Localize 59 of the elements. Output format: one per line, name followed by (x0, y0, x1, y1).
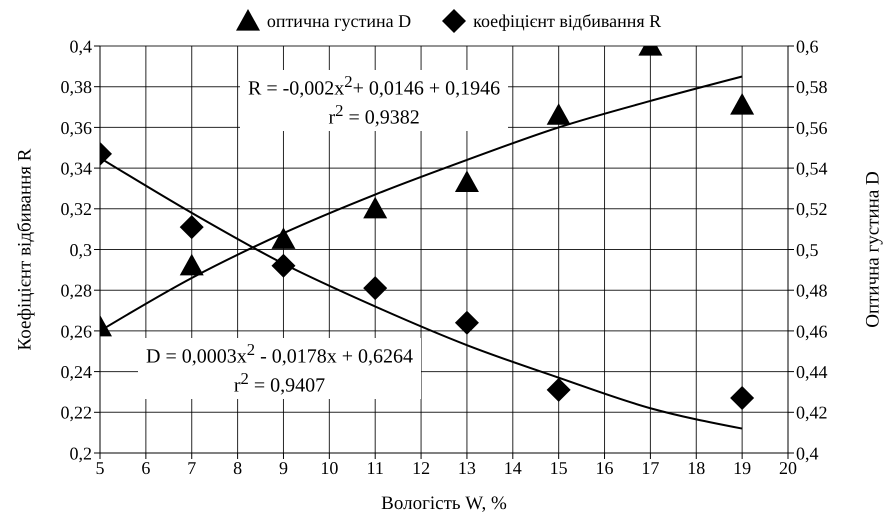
x-tick-label: 11 (366, 458, 384, 478)
x-tick-label: 8 (233, 458, 242, 478)
point (546, 103, 571, 125)
x-tick-label: 17 (641, 458, 660, 478)
y2-tick-label: 0,52 (796, 199, 828, 220)
point (454, 170, 479, 192)
x-axis-title: Вологість W, % (381, 493, 507, 514)
legend-label: коефіцієнт відбивання R (473, 10, 662, 32)
x-tick-label: 15 (550, 458, 568, 478)
x-tick-label: 19 (733, 458, 752, 478)
y-tick-label: 0,34 (60, 158, 92, 178)
y2-tick-label: 0,54 (796, 158, 828, 178)
point (271, 254, 296, 278)
y-tick-label: 0,26 (60, 321, 92, 342)
y-tick-label: 0,2 (70, 443, 92, 464)
x-tick-label: 6 (141, 458, 150, 478)
y-tick-label: 0,22 (60, 402, 92, 423)
x-tick-label: 7 (187, 458, 196, 478)
y-tick-label: 0,24 (60, 362, 92, 382)
y2-tick-label: 0,48 (796, 280, 828, 301)
legend-label: оптична густина D (266, 10, 412, 32)
x-tick-label: 5 (96, 458, 104, 478)
y-tick-label: 0,36 (60, 118, 92, 138)
y2-tick-label: 0,46 (796, 321, 828, 342)
point (454, 310, 479, 335)
x-tick-label: 16 (596, 458, 614, 478)
x-tick-label: 13 (458, 458, 476, 478)
x-tick-label: 18 (687, 458, 706, 478)
point (363, 276, 388, 300)
point (271, 227, 296, 249)
point (180, 215, 204, 240)
point (180, 254, 204, 276)
point (730, 386, 754, 410)
y2-tick-label: 0,56 (796, 118, 828, 138)
x-tick-label: 10 (320, 458, 338, 478)
y-tick-label: 0,38 (60, 77, 92, 98)
y2-tick-label: 0,5 (796, 240, 818, 260)
y-tick-label: 0,32 (60, 199, 92, 220)
point (730, 93, 754, 115)
y2-tick-label: 0,58 (796, 77, 828, 98)
x-tick-label: 12 (412, 458, 430, 478)
y-tick-label: 0,28 (60, 280, 92, 301)
annotation: r$^{2}$ = 0,9382 (327, 100, 421, 130)
x-tick-label: 20 (779, 458, 797, 478)
x-tick-label: 14 (504, 458, 522, 478)
x-tick-label: 9 (278, 458, 288, 478)
y2-tick-label: 0,4 (796, 443, 818, 464)
y-tick-label: 0,3 (70, 240, 92, 260)
point (546, 378, 571, 402)
y-tick-label: 0,4 (70, 36, 92, 56)
y-axis-title: Коефіцієнт відбивання R (14, 148, 36, 350)
point (363, 196, 388, 218)
annotation: R = -0,002x$^{2}$+ 0,0146 + 0,1946 (248, 72, 500, 101)
annotation: D = 0,0003x$^{2}$ - 0,0178x + 0,6264 (146, 340, 414, 369)
y2-tick-label: 0,44 (796, 362, 828, 382)
y2-tick-label: 0,6 (796, 36, 818, 56)
annotation: r$^{2}$ = 0,9407 (232, 368, 326, 398)
y2-tick-label: 0,42 (796, 402, 828, 423)
y2-axis-title: Оптична густина D (862, 171, 884, 328)
